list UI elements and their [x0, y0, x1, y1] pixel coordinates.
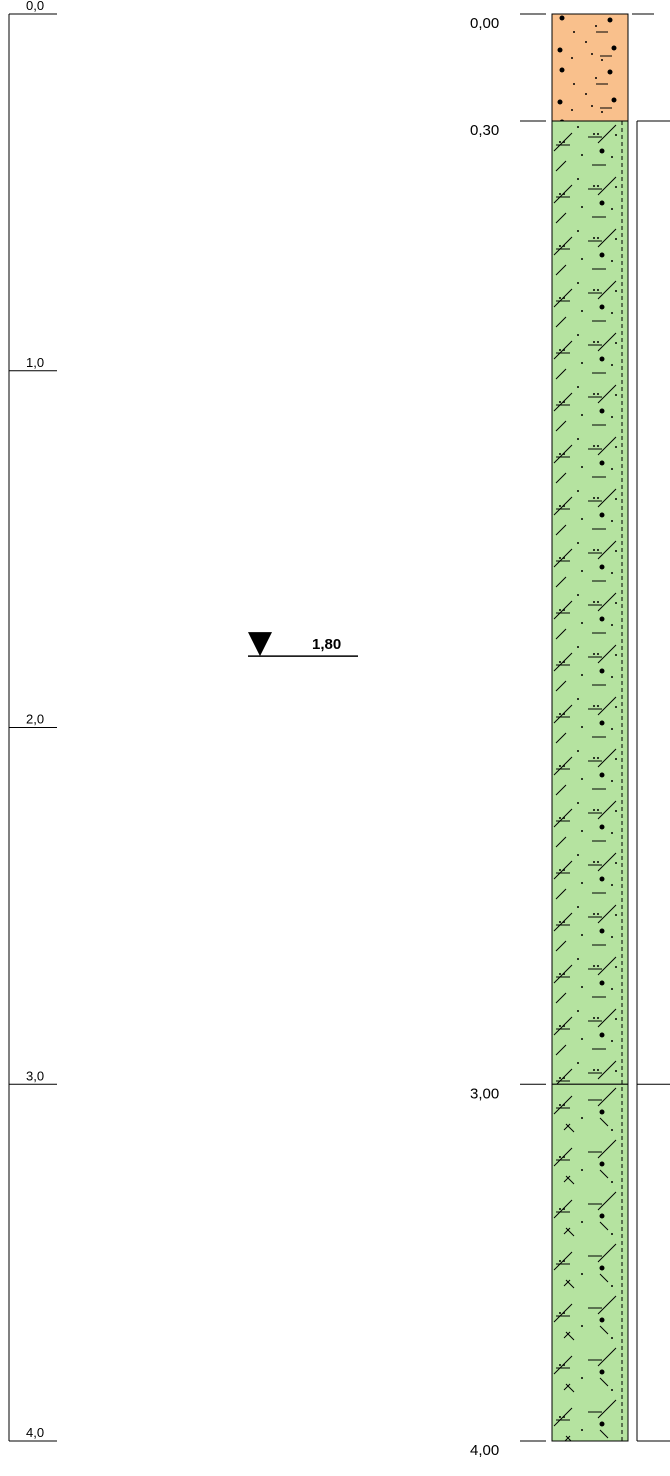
- boundary-label: 3,00: [470, 1085, 499, 1102]
- scale-label: 3,0: [26, 1068, 44, 1083]
- scale-label: 1,0: [26, 355, 44, 370]
- soil-pattern: [551, 120, 629, 1085]
- depth-scale: 0,0 1,0 2,0 3,0 4,0: [8, 0, 57, 1442]
- boundary-label: 0,30: [470, 122, 499, 139]
- boundary-label: 0,00: [470, 15, 499, 32]
- scale-label: 4,0: [26, 1425, 44, 1440]
- water-label: 1,80: [312, 636, 341, 653]
- water-marker: [248, 632, 272, 657]
- soil-column: 0,00 0,30 3,00 4,00: [470, 13, 670, 1459]
- soil-pattern: [551, 13, 629, 122]
- water-level: 1,80: [248, 632, 358, 657]
- soil-pattern: [551, 1083, 629, 1442]
- scale-label: 2,0: [26, 712, 44, 727]
- scale-label: 0,0: [26, 0, 44, 13]
- boundary-label: 4,00: [470, 1442, 499, 1459]
